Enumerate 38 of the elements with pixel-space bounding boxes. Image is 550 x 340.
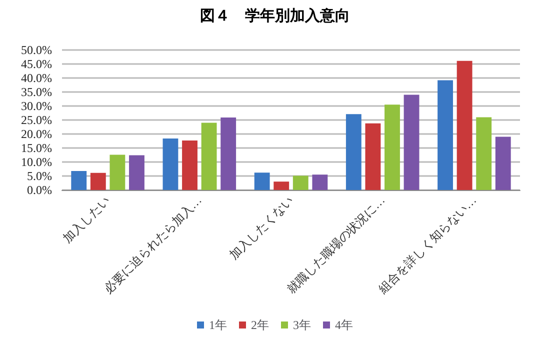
y-tick-label: 50.0% — [21, 43, 52, 57]
bar — [90, 172, 106, 190]
bar — [129, 155, 144, 190]
y-tick-label: 5.0% — [27, 169, 52, 183]
legend-label: 4年 — [335, 318, 353, 332]
bar — [201, 122, 217, 190]
bar — [476, 117, 492, 190]
bar — [254, 172, 270, 190]
bar — [292, 176, 308, 190]
bar — [110, 154, 126, 190]
y-tick-label: 0.0% — [27, 183, 52, 197]
y-tick-label: 10.0% — [21, 155, 52, 169]
bar — [438, 80, 453, 190]
bar — [456, 60, 472, 190]
legend-label: 3年 — [293, 318, 311, 332]
y-tick-label: 20.0% — [21, 127, 52, 141]
y-tick-label: 40.0% — [21, 71, 52, 85]
bar — [274, 182, 290, 190]
bar — [220, 117, 236, 190]
y-tick-label: 30.0% — [21, 99, 52, 113]
bar — [71, 170, 87, 190]
bar — [162, 138, 178, 190]
bar — [312, 174, 328, 190]
y-tick-label: 25.0% — [21, 113, 52, 127]
bar — [182, 140, 198, 190]
chart-title: 図４ 学年別加入意向 — [200, 8, 350, 24]
y-tick-label: 35.0% — [21, 85, 52, 99]
bar — [404, 94, 420, 190]
legend-label: 2年 — [251, 318, 269, 332]
x-tick-label: 加入したくない — [226, 193, 296, 262]
bar — [384, 104, 400, 190]
bar — [346, 114, 362, 190]
bar — [365, 123, 381, 190]
x-tick-label: 加入したい — [60, 193, 113, 246]
legend-label: 1年 — [209, 318, 227, 332]
bar — [495, 136, 511, 190]
y-tick-label: 45.0% — [21, 57, 52, 71]
y-tick-label: 15.0% — [21, 141, 52, 155]
